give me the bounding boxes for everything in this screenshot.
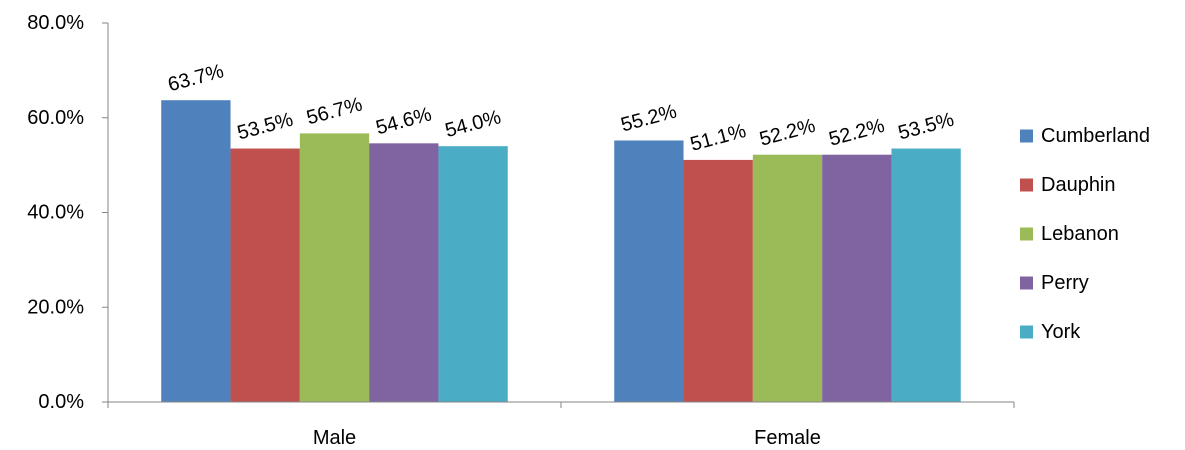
data-label: 53.5%: [896, 109, 957, 145]
x-category-label: Male: [313, 427, 356, 449]
legend-label: Lebanon: [1041, 223, 1119, 245]
bar-lebanon-male: [299, 133, 370, 402]
x-category-label: Female: [754, 427, 821, 449]
data-label: 63.7%: [166, 60, 227, 96]
data-label: 54.0%: [443, 106, 504, 142]
bar-perry-male: [369, 143, 439, 402]
data-label: 53.5%: [235, 109, 296, 145]
legend-label: Perry: [1041, 272, 1089, 294]
legend-swatch-cumberland: [1020, 129, 1033, 143]
y-tick-label: 40.0%: [27, 202, 84, 224]
legend-swatch-lebanon: [1020, 227, 1033, 241]
bar-cumberland-female: [614, 140, 684, 403]
bar-dauphin-male: [230, 148, 300, 402]
y-tick-label: 60.0%: [27, 107, 84, 129]
y-tick-label: 80.0%: [27, 12, 84, 34]
bar-perry-female: [822, 154, 892, 402]
axes-group: 0.0% 20.0% 40.0% 60.0% 80.0% Male Female: [27, 12, 1015, 449]
legend-label: Cumberland: [1041, 125, 1150, 147]
legend-label: Dauphin: [1041, 174, 1116, 196]
bar-dauphin-female: [683, 159, 753, 402]
data-label: 56.7%: [304, 93, 365, 129]
bars-group: [161, 100, 961, 403]
bar-lebanon-female: [752, 154, 823, 402]
bar-cumberland-male: [161, 100, 231, 402]
legend-swatch-york: [1020, 325, 1033, 339]
data-label: 54.6%: [374, 103, 435, 139]
legend-swatch-perry: [1020, 276, 1033, 290]
data-labels-group: 63.7%53.5% 56.7% 54.6% 54.0% 55.2%51.1% 52.2%…: [166, 60, 957, 156]
legend-swatch-dauphin: [1020, 178, 1033, 192]
data-label: 55.2%: [619, 100, 680, 136]
y-tick-label: 20.0%: [27, 296, 84, 318]
data-label: 52.2%: [757, 115, 818, 151]
data-label: 52.2%: [827, 115, 888, 151]
bar-york-male: [438, 146, 508, 402]
legend-label: York: [1041, 321, 1081, 343]
y-tick-label: 0.0%: [38, 391, 84, 413]
data-label: 51.1%: [688, 120, 749, 156]
legend: Cumberland Dauphin Lebanon Perry York: [1020, 125, 1150, 343]
bar-york-female: [891, 148, 961, 402]
